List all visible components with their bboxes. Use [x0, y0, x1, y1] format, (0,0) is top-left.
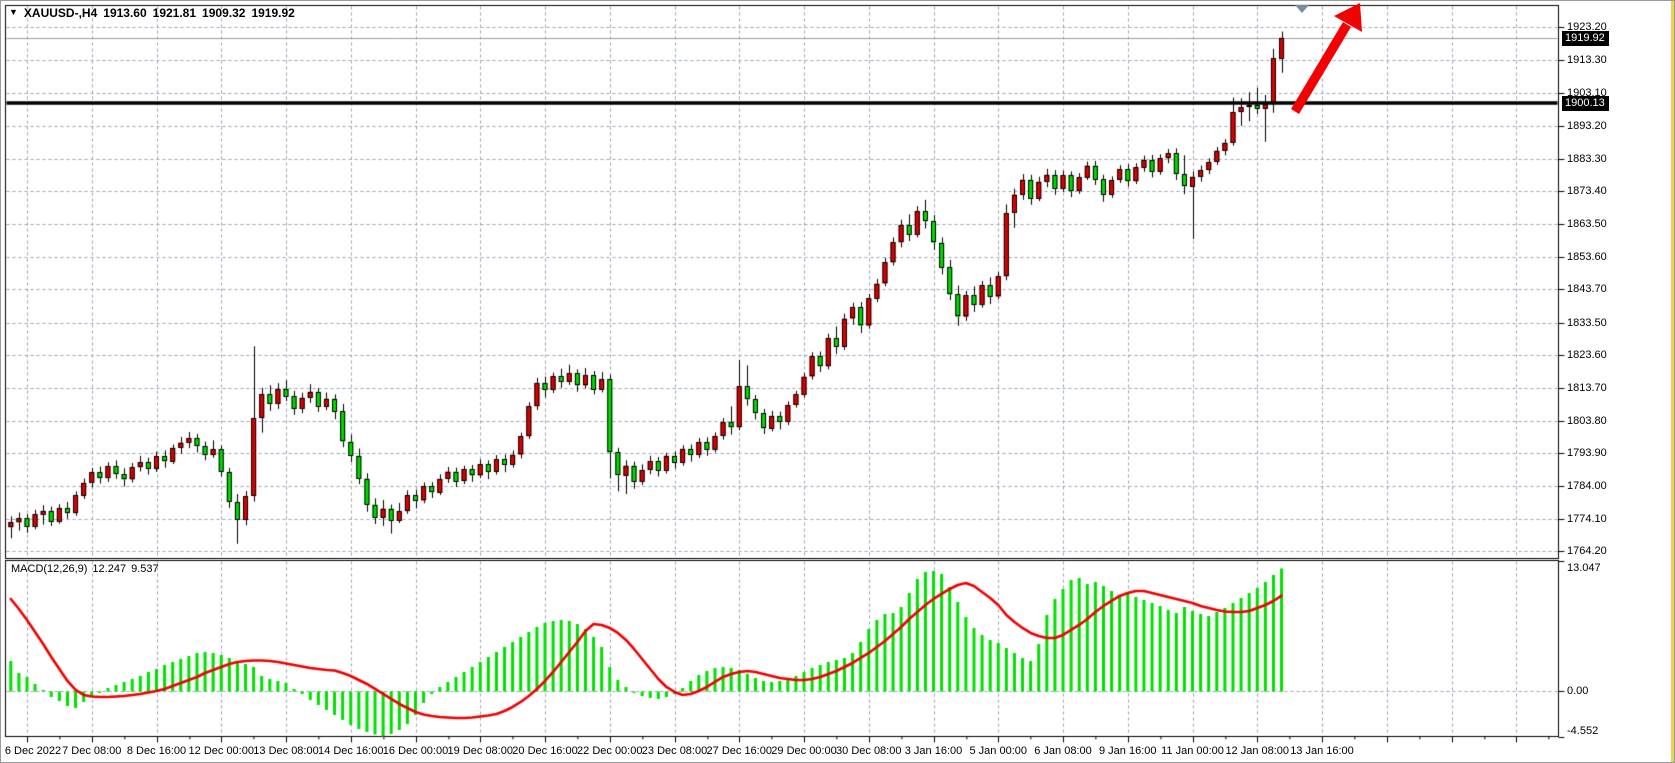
- macd-axis-label: 0.00: [1567, 684, 1589, 697]
- time-axis-label: 6 Jan 08:00: [1034, 745, 1092, 757]
- price-axis-label: 1873.40: [1567, 185, 1607, 198]
- time-axis-label: 5 Jan 00:00: [969, 745, 1028, 757]
- time-axis-label: 13 Dec 08:00: [253, 745, 319, 757]
- symbol-header: ▼ XAUUSD-,H4 1913.60 1921.81 1909.32 191…: [9, 6, 295, 20]
- macd-indicator-label: MACD(12,26,9) 12.247 9.537: [11, 563, 159, 575]
- horizontal-line-price-badge: 1900.13: [1562, 96, 1609, 112]
- price-axis-label: 1923.20: [1567, 21, 1607, 33]
- symbol-dropdown-icon[interactable]: ▼: [9, 7, 18, 17]
- ohlc-high-value: 1921.81: [152, 6, 197, 20]
- price-axis-label: 1883.30: [1567, 152, 1607, 165]
- time-axis-label: 23 Dec 08:00: [641, 745, 708, 757]
- ohlc-open-value: 1913.60: [103, 6, 147, 20]
- macd-axis-label: -4.552: [1567, 724, 1599, 737]
- time-axis-label: 13 Jan 16:00: [1290, 745, 1354, 757]
- time-axis-label: 14 Dec 16:00: [318, 745, 384, 757]
- time-axis-label: 12 Dec 00:00: [188, 745, 254, 757]
- time-axis-label: 27 Dec 16:00: [706, 745, 772, 757]
- price-axis-label: 1793.90: [1567, 447, 1607, 460]
- current-price-badge: 1919.92: [1562, 30, 1609, 46]
- macd-main-value: 12.247: [92, 563, 127, 575]
- price-axis-label: 1893.20: [1567, 119, 1607, 132]
- chart-shift-marker-icon[interactable]: [1295, 5, 1309, 13]
- time-axis-label: 29 Dec 00:00: [771, 745, 837, 757]
- price-axis-label: 1833.50: [1567, 316, 1607, 329]
- price-axis-label: 1823.60: [1567, 349, 1607, 362]
- time-axis-label: 16 Dec 00:00: [382, 745, 449, 757]
- price-axis-label: 1913.30: [1567, 53, 1607, 66]
- macd-signal-value: 9.537: [131, 563, 159, 575]
- price-axis-label: 1863.50: [1567, 217, 1607, 230]
- time-axis-label: 8 Dec 16:00: [126, 745, 187, 757]
- time-axis-label: 11 Jan 00:00: [1161, 745, 1224, 757]
- time-axis-label: 19 Dec 08:00: [447, 745, 513, 757]
- price-axis-label: 1774.10: [1567, 512, 1607, 525]
- price-axis-label: 1853.60: [1567, 250, 1607, 263]
- window-edge-strip: [1671, 1, 1674, 762]
- symbol-period-label: XAUUSD-,H4: [23, 6, 98, 20]
- ohlc-close-value: 1919.92: [251, 6, 295, 20]
- time-axis-label: 9 Jan 16:00: [1099, 745, 1157, 757]
- time-axis-label: 7 Dec 08:00: [62, 745, 122, 757]
- price-axis-label: 1813.70: [1567, 382, 1607, 395]
- macd-name-label: MACD(12,26,9): [11, 563, 88, 575]
- macd-axis-label: 13.047: [1567, 561, 1601, 574]
- price-axis-label: 1803.80: [1567, 414, 1607, 427]
- ohlc-low-value: 1909.32: [202, 6, 246, 20]
- time-axis-label: 20 Dec 16:00: [512, 745, 578, 757]
- price-axis-label: 1784.00: [1567, 480, 1607, 493]
- time-axis-label: 22 Dec 00:00: [577, 745, 643, 757]
- time-axis-label: 3 Jan 16:00: [904, 745, 963, 757]
- time-axis-label: 6 Dec 2022: [4, 745, 62, 757]
- price-axis-label: 1764.20: [1567, 545, 1607, 558]
- time-axis-label: 12 Jan 08:00: [1225, 745, 1290, 757]
- time-axis-label: 30 Dec 08:00: [836, 745, 902, 757]
- price-axis-label: 1843.70: [1567, 283, 1607, 296]
